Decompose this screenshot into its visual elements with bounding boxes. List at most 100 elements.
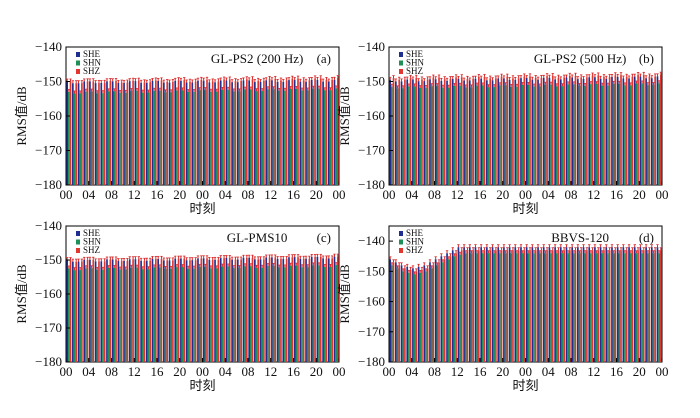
bar-she	[639, 247, 642, 362]
bar-she	[520, 247, 522, 362]
bar-shn	[124, 269, 127, 362]
bar-shz	[654, 250, 656, 362]
bar-shz	[495, 78, 497, 185]
bar-shn	[459, 254, 461, 362]
bar-shz	[580, 77, 583, 185]
bar-shn	[232, 91, 235, 185]
bar-shn	[141, 92, 144, 185]
bar-shz	[603, 77, 605, 185]
bar-she	[333, 256, 336, 362]
legend-swatch	[76, 69, 80, 74]
bar-shn	[601, 85, 604, 185]
legend-swatch	[76, 231, 80, 236]
bar-shn	[447, 259, 450, 362]
bar-she	[440, 256, 443, 362]
bar-she	[265, 257, 268, 362]
bar-shz	[331, 79, 333, 185]
bar-shz	[160, 80, 163, 185]
bar-shn	[284, 90, 286, 185]
x-tick-label: 16	[610, 187, 624, 202]
bar-shn	[181, 90, 184, 185]
bar-she	[111, 259, 114, 362]
bar-shn	[159, 90, 161, 185]
bar-shn	[238, 268, 241, 362]
bar-shz	[557, 77, 560, 185]
bar-shn	[335, 88, 337, 185]
bar-shz	[642, 74, 645, 185]
x-tick-label: 08	[565, 364, 578, 379]
bar-shz	[495, 250, 497, 362]
bar-shz	[314, 78, 316, 185]
bar-she	[140, 82, 142, 185]
bar-she	[577, 79, 579, 185]
bar-shn	[573, 84, 575, 185]
bar-shn	[215, 268, 218, 362]
y-tick-label: −180	[35, 177, 62, 192]
bar-shn	[170, 268, 173, 362]
bar-she	[554, 79, 556, 185]
bar-shz	[137, 80, 140, 185]
bar-she	[248, 80, 251, 185]
bar-shz	[81, 83, 83, 185]
bar-shz	[183, 258, 186, 362]
legend-label: SHZ	[83, 245, 100, 255]
bar-she	[94, 261, 97, 362]
bar-shz	[614, 250, 617, 362]
x-tick-label: 16	[151, 187, 165, 202]
y-tick-label: −140	[35, 39, 62, 54]
bar-shn	[204, 90, 207, 185]
bar-shz	[200, 79, 203, 185]
bar-shn	[306, 267, 309, 362]
legend-swatch	[76, 60, 80, 66]
bar-shn	[436, 265, 439, 362]
bar-she	[497, 247, 500, 362]
x-tick-label: 08	[105, 364, 118, 379]
bar-shn	[261, 91, 264, 185]
bar-she	[491, 247, 494, 362]
bar-shz	[223, 258, 225, 362]
bar-shn	[119, 269, 121, 362]
bar-she	[333, 79, 336, 185]
bar-she	[633, 76, 636, 185]
bar-shn	[318, 88, 320, 185]
bar-she	[174, 80, 177, 185]
bar-she	[645, 247, 647, 362]
bar-shz	[183, 80, 186, 185]
panel-label: (d)	[639, 230, 654, 245]
bar-shn	[73, 93, 76, 185]
bar-she	[72, 83, 74, 185]
bar-shn	[329, 266, 332, 362]
bar-shn	[102, 93, 104, 185]
panel-label: (a)	[317, 51, 331, 66]
bar-shn	[295, 88, 298, 185]
x-axis-label: 时刻	[512, 202, 538, 217]
bar-she	[157, 258, 160, 362]
bar-she	[406, 266, 409, 362]
bar-shz	[438, 77, 440, 185]
bar-shn	[584, 253, 587, 362]
bar-shz	[415, 271, 418, 362]
bar-she	[463, 80, 465, 185]
bar-shz	[563, 250, 565, 362]
bar-shn	[487, 87, 490, 185]
bar-shn	[629, 253, 632, 362]
bar-she	[554, 247, 556, 362]
bar-she	[633, 247, 636, 362]
bar-shz	[540, 250, 543, 362]
bar-shz	[637, 250, 639, 362]
bar-shn	[391, 265, 393, 362]
bar-she	[66, 81, 69, 185]
bar-shn	[482, 253, 484, 362]
bar-she	[100, 261, 103, 362]
bar-shz	[251, 79, 254, 185]
bar-she	[180, 80, 182, 185]
bar-she	[299, 258, 302, 362]
bar-shz	[172, 81, 174, 185]
bar-she	[89, 81, 91, 185]
bar-she	[66, 260, 69, 362]
x-tick-label: 00	[519, 187, 532, 202]
bar-shn	[176, 90, 178, 185]
bar-shn	[96, 269, 99, 362]
bar-shz	[449, 256, 452, 362]
bar-shz	[297, 78, 299, 185]
